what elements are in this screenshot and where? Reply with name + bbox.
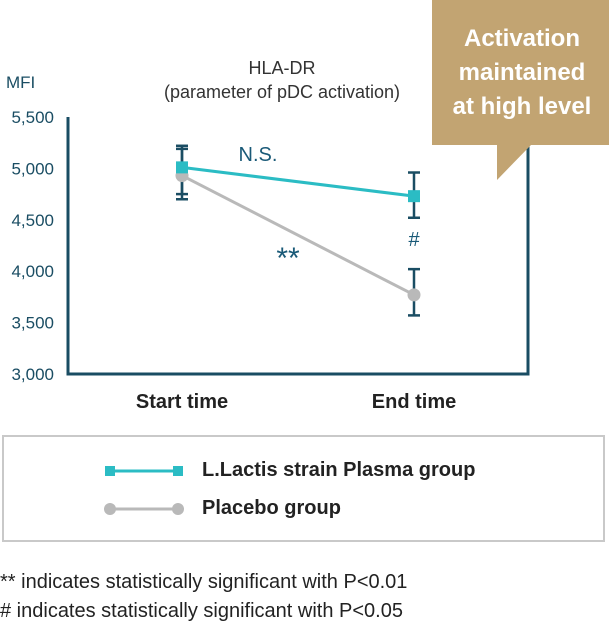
annotation-ns: N.S. (239, 144, 278, 166)
footnote-p001: ** indicates statistically significant w… (0, 571, 408, 593)
callout-text-line: maintained (459, 59, 586, 86)
y-tick-label: 3,000 (11, 365, 54, 384)
legend-swatch-placebo (104, 502, 184, 515)
y-tick-label: 3,500 (11, 314, 54, 333)
y-axis-label: MFI (6, 73, 35, 92)
footnotes: ** indicates statistically significant w… (0, 568, 609, 626)
series-line (181, 174, 415, 297)
callout-box (432, 0, 609, 180)
y-tick-label: 5,500 (11, 108, 54, 127)
x-tick-label: End time (372, 391, 456, 413)
footnote-p005: # indicates statistically significant wi… (0, 600, 403, 622)
legend-swatch-plasma (105, 465, 183, 476)
chart-axes: 3,000 3,500 4,000 4,500 5,000 5,500 MFI HLA-DR (… (6, 58, 530, 413)
legend-label-placebo: Placebo group (202, 497, 341, 519)
annotation-p005: # (408, 229, 420, 251)
y-tick-label: 5,000 (11, 159, 54, 178)
x-tick-label: Start time (136, 391, 228, 413)
y-tick-label: 4,000 (11, 262, 54, 281)
chart-title-line: (parameter of pDC activation) (164, 82, 400, 102)
legend-item-placebo: Placebo group (104, 497, 341, 520)
chart: 3,000 3,500 4,000 4,500 5,000 5,500 MFI HLA-DR (… (6, 0, 609, 413)
y-tick-label: 4,500 (11, 211, 54, 230)
data-point-placebo (407, 288, 421, 302)
legend-item-plasma: L.Lactis strain Plasma group (104, 459, 475, 482)
chart-title-line: HLA-DR (248, 58, 315, 78)
chart-marks: N.S. ** # Activation maintained at high level (175, 0, 609, 317)
series-line (181, 165, 415, 198)
axis-frame (66, 117, 530, 376)
legend-label-plasma: L.Lactis strain Plasma group (202, 459, 476, 481)
callout-text-line: Activation (464, 25, 580, 52)
annotation-p001: ** (276, 242, 300, 275)
data-point-plasma (408, 190, 420, 203)
callout-text-line: at high level (453, 93, 592, 120)
data-point-plasma (176, 161, 188, 174)
chart-legend: L.Lactis strain Plasma group Placebo gro… (2, 435, 605, 542)
